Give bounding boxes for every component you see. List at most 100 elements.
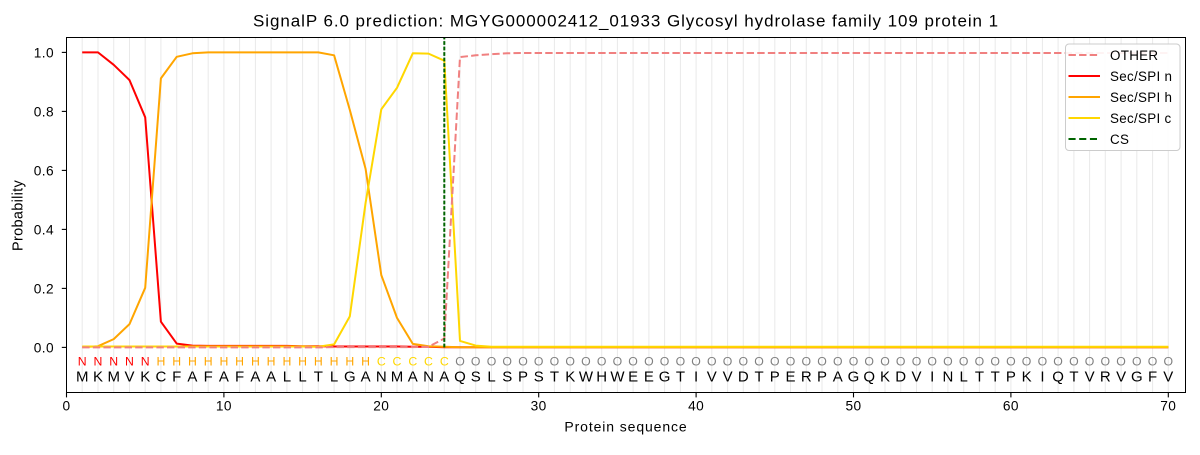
svg-text:10: 10 [216,399,232,414]
svg-text:O: O [644,355,654,369]
svg-text:O: O [912,355,922,369]
svg-text:O: O [550,355,560,369]
svg-text:0.4: 0.4 [34,222,54,237]
svg-text:O: O [1069,355,1079,369]
svg-text:L: L [298,368,306,385]
svg-text:O: O [471,355,481,369]
svg-text:O: O [802,355,812,369]
svg-text:A: A [833,368,843,385]
svg-text:O: O [518,355,528,369]
svg-text:S: S [502,368,512,385]
svg-text:K: K [140,368,150,385]
svg-text:O: O [565,355,575,369]
svg-text:Sec/SPI n: Sec/SPI n [1110,69,1172,84]
svg-text:H: H [235,355,244,369]
svg-text:O: O [975,355,985,369]
svg-text:I: I [1040,368,1044,385]
svg-text:0.2: 0.2 [34,281,54,296]
svg-text:F: F [204,368,213,385]
svg-text:I: I [694,368,698,385]
svg-text:H: H [251,355,260,369]
svg-text:O: O [1164,355,1174,369]
svg-text:L: L [487,368,495,385]
svg-text:I: I [930,368,934,385]
svg-text:O: O [723,355,733,369]
svg-text:1.0: 1.0 [34,45,54,60]
svg-text:H: H [204,355,213,369]
svg-text:K: K [1022,368,1032,385]
svg-text:T: T [991,368,1000,385]
svg-text:S: S [534,368,544,385]
svg-text:O: O [739,355,749,369]
svg-text:Q: Q [1052,368,1064,385]
svg-text:V: V [1085,368,1095,385]
svg-text:O: O [1038,355,1048,369]
svg-text:O: O [502,355,512,369]
svg-text:O: O [896,355,906,369]
svg-text:K: K [93,368,103,385]
svg-text:C: C [424,355,433,369]
svg-text:H: H [314,355,323,369]
svg-text:E: E [628,368,638,385]
svg-text:N: N [376,368,387,385]
svg-text:E: E [644,368,654,385]
svg-text:O: O [833,355,843,369]
svg-text:A: A [408,368,418,385]
svg-text:H: H [188,355,197,369]
svg-text:O: O [770,355,780,369]
svg-text:T: T [676,368,685,385]
svg-text:C: C [155,368,166,385]
svg-text:F: F [172,368,181,385]
svg-text:N: N [109,355,118,369]
svg-text:H: H [298,355,307,369]
svg-text:F: F [235,368,244,385]
svg-text:60: 60 [1003,399,1019,414]
svg-text:O: O [691,355,701,369]
svg-text:A: A [250,368,260,385]
svg-text:O: O [1101,355,1111,369]
svg-text:Sec/SPI h: Sec/SPI h [1110,90,1172,105]
svg-text:M: M [107,368,120,385]
svg-text:N: N [141,355,150,369]
svg-text:Q: Q [863,368,875,385]
svg-text:P: P [817,368,827,385]
svg-text:C: C [393,355,402,369]
svg-text:H: H [596,368,607,385]
svg-text:C: C [408,355,417,369]
svg-text:A: A [266,368,276,385]
svg-text:G: G [848,368,860,385]
svg-text:O: O [990,355,1000,369]
svg-text:H: H [282,355,291,369]
svg-text:L: L [283,368,291,385]
svg-text:O: O [628,355,638,369]
svg-text:40: 40 [688,399,704,414]
svg-text:P: P [518,368,528,385]
svg-text:T: T [314,368,323,385]
svg-text:N: N [78,355,87,369]
svg-text:O: O [880,355,890,369]
svg-text:O: O [943,355,953,369]
svg-text:G: G [659,368,671,385]
svg-text:O: O [676,355,686,369]
svg-text:H: H [219,355,228,369]
svg-text:CS: CS [1110,132,1129,147]
svg-text:O: O [1053,355,1063,369]
svg-text:T: T [975,368,984,385]
svg-text:V: V [1163,368,1173,385]
svg-text:K: K [565,368,575,385]
svg-text:S: S [471,368,481,385]
svg-text:G: G [344,368,356,385]
svg-text:N: N [94,355,103,369]
svg-text:F: F [1148,368,1157,385]
svg-text:O: O [959,355,969,369]
svg-text:M: M [76,368,89,385]
svg-text:A: A [219,368,229,385]
svg-text:OTHER: OTHER [1110,48,1158,63]
svg-text:C: C [440,355,449,369]
svg-text:R: R [801,368,812,385]
svg-text:A: A [361,368,371,385]
svg-text:20: 20 [373,399,389,414]
svg-text:N: N [942,368,953,385]
svg-text:H: H [156,355,165,369]
svg-text:H: H [345,355,354,369]
